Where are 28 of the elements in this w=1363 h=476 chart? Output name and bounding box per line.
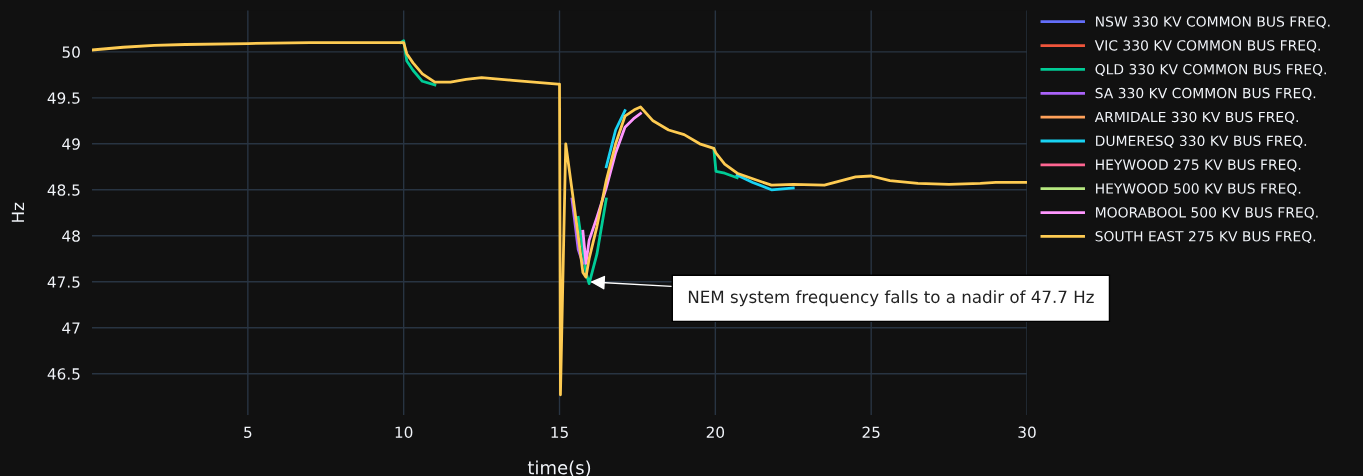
y-tick-label: 50	[62, 46, 80, 58]
legend-label: SOUTH EAST 275 KV BUS FREQ.	[1095, 231, 1316, 244]
legend-label: DUMERESQ 330 KV BUS FREQ.	[1096, 135, 1307, 148]
legend-label: HEYWOOD 275 KV BUS FREQ.	[1096, 159, 1301, 172]
line-series	[92, 41, 1028, 397]
x-tick-label: 15	[551, 426, 568, 439]
annotation: NEM system frequency falls to a nadir of 47.7 Hz	[688, 290, 1094, 307]
legend-label: MOORABOOL 500 KV BUS FREQ.	[1096, 207, 1318, 220]
y-tick-label: 49.5	[47, 92, 80, 104]
x-tick-label: 30	[1018, 426, 1036, 439]
y-tick-label: 46.5	[47, 368, 80, 380]
y-tick-label: 47.5	[47, 276, 80, 288]
x-axis-title: time(s)	[527, 460, 591, 476]
y-tick-label: 47	[62, 322, 80, 334]
x-tick-label: 10	[395, 426, 413, 439]
y-tick-label: 48	[62, 230, 80, 242]
x-tick-label: 20	[706, 426, 725, 439]
y-tick-label: 49	[62, 138, 80, 150]
x-tick-label: 25	[862, 426, 880, 439]
y-tick-label: 48.5	[47, 184, 80, 196]
x-tick-label: 5	[244, 426, 252, 439]
legend-label: NSW 330 KV COMMON BUS FREQ.	[1096, 16, 1330, 29]
y-axis-title: Hz	[11, 202, 24, 222]
legend-label: ARMIDALE 330 KV BUS FREQ.	[1094, 111, 1298, 124]
legend-label: HEYWOOD 500 KV BUS FREQ.	[1096, 183, 1301, 196]
legend-label: VIC 330 KV COMMON BUS FREQ.	[1094, 40, 1320, 53]
legend-label: QLD 330 KV COMMON BUS FREQ.	[1095, 63, 1326, 77]
legend-label: SA 330 KV COMMON BUS FREQ.	[1095, 87, 1316, 100]
